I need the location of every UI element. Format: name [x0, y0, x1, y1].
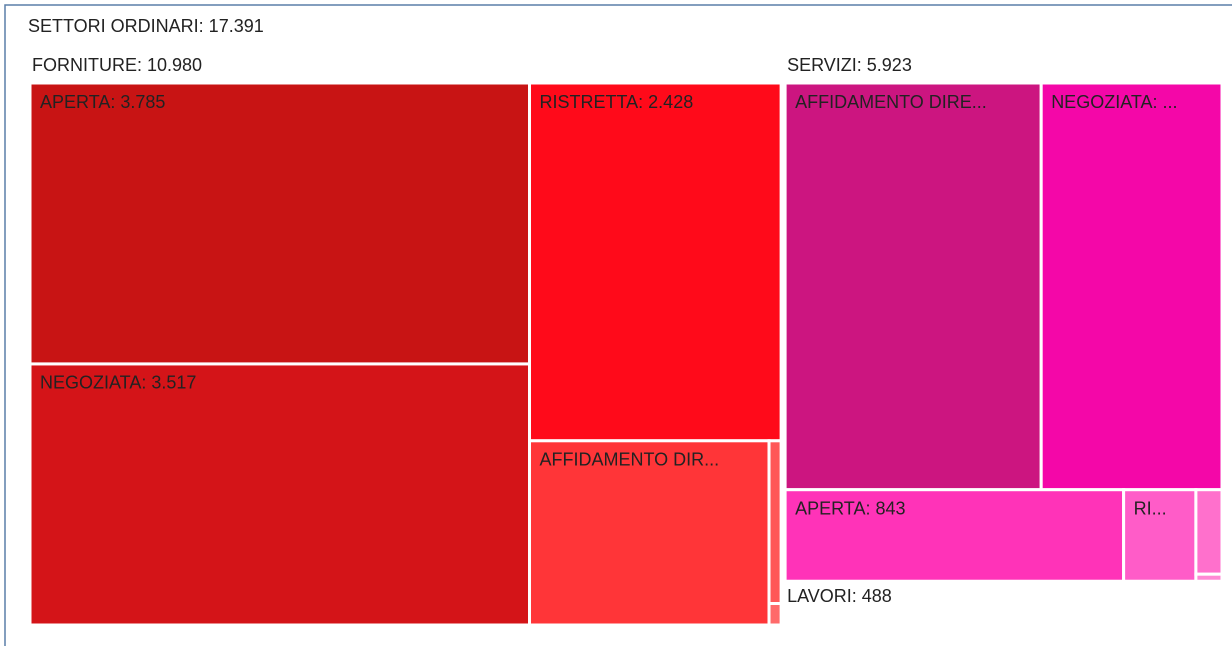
tile	[1194, 572, 1224, 583]
tile-label: AFFIDAMENTO DIR...	[540, 450, 720, 470]
tile	[1194, 488, 1224, 576]
tile	[783, 81, 1043, 492]
frame	[4, 4, 1232, 646]
tile	[1122, 488, 1198, 583]
tile	[783, 488, 1126, 583]
tile	[28, 81, 532, 366]
root-label: SETTORI ORDINARI: 17.391	[28, 16, 264, 36]
tile-label: APERTA: 843	[795, 498, 905, 518]
tile-label: NEGOZIATA: 3.517	[40, 373, 196, 393]
tile	[767, 439, 783, 606]
tile	[528, 81, 783, 443]
group-label: SERVIZI: 5.923	[787, 55, 912, 75]
tile	[528, 439, 771, 627]
group-label: LAVORI: 488	[787, 586, 892, 606]
tile	[1039, 81, 1224, 492]
tile	[28, 362, 532, 627]
tile-label: RISTRETTA: 2.428	[540, 92, 694, 112]
tile-label: APERTA: 3.785	[40, 92, 165, 112]
tile-label: NEGOZIATA: ...	[1051, 92, 1177, 112]
tile-label: RI...	[1134, 498, 1167, 518]
group-area	[785, 581, 1226, 625]
tile-label: AFFIDAMENTO DIRE...	[795, 92, 987, 112]
tile	[767, 602, 783, 627]
group-label: FORNITURE: 10.980	[32, 55, 202, 75]
